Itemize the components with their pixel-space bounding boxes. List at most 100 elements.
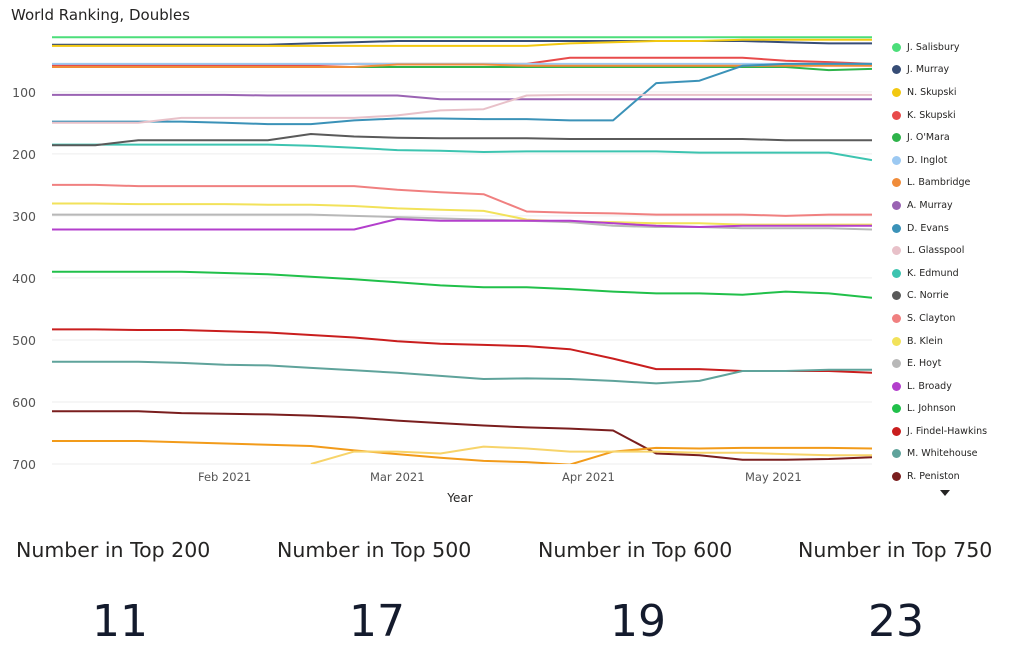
legend-item[interactable]: J. O'Mara — [892, 126, 1020, 149]
kpi-value: 23 — [868, 596, 924, 647]
y-tick-label: 300 — [12, 209, 36, 224]
legend-item[interactable]: D. Evans — [892, 217, 1020, 240]
legend-item[interactable]: J. Salisbury — [892, 36, 1020, 59]
legend-item[interactable]: S. Clayton — [892, 307, 1020, 330]
kpi-value: 19 — [610, 596, 666, 647]
legend-item[interactable]: N. Skupski — [892, 81, 1020, 104]
legend-item[interactable]: J. Murray — [892, 59, 1020, 82]
kpi-label: Number in Top 500 — [277, 538, 472, 562]
x-axis-title: Year — [446, 491, 472, 505]
series-line — [52, 40, 872, 46]
legend-label: L. Bambridge — [907, 177, 971, 189]
legend-item[interactable]: D. Inglot — [892, 149, 1020, 172]
legend-item[interactable]: C. Norrie — [892, 285, 1020, 308]
legend-label: J. Salisbury — [907, 41, 960, 53]
legend-label: S. Clayton — [907, 312, 956, 324]
y-tick-label: 600 — [12, 395, 36, 410]
series-line — [52, 328, 872, 374]
legend-item[interactable]: R. Peniston — [892, 465, 1020, 488]
legend-marker-icon — [892, 223, 901, 233]
kpi-label: Number in Top 200 — [16, 538, 211, 562]
legend-label: J. O'Mara — [907, 132, 950, 144]
series-line — [52, 213, 872, 231]
legend-item[interactable]: L. Glasspool — [892, 239, 1020, 262]
series-line — [52, 63, 872, 68]
x-tick-label: Feb 2021 — [198, 470, 251, 484]
legend-label: C. Norrie — [907, 290, 949, 302]
legend-label: L. Glasspool — [907, 245, 965, 257]
gridlines — [52, 91, 872, 465]
x-tick-label: Apr 2021 — [562, 470, 615, 484]
legend-label: K. Edmund — [907, 267, 959, 279]
kpi-label: Number in Top 600 — [538, 538, 733, 562]
legend-label: A. Murray — [907, 199, 953, 211]
legend-marker-icon — [892, 65, 901, 75]
legend-marker-icon — [892, 42, 901, 52]
legend-label: J. Murray — [907, 64, 950, 76]
legend-label: L. Johnson — [907, 403, 956, 415]
legend-item[interactable]: L. Bambridge — [892, 172, 1020, 195]
legend-item[interactable]: M. Whitehouse — [892, 443, 1020, 466]
series-line — [52, 202, 872, 226]
caret-down-icon[interactable] — [940, 490, 950, 496]
legend-label: B. Klein — [907, 335, 943, 347]
kpi-card-top-600: Number in Top 600 19 — [538, 538, 794, 647]
x-tick-label: Mar 2021 — [370, 470, 425, 484]
series-line — [52, 270, 872, 299]
legend-marker-icon — [892, 359, 901, 369]
legend-marker-icon — [892, 178, 901, 188]
y-tick-label: 500 — [12, 333, 36, 348]
series-line — [52, 93, 872, 101]
kpi-label: Number in Top 750 — [798, 538, 993, 562]
kpi-card-top-750: Number in Top 750 23 — [798, 538, 1024, 647]
chart-title: World Ranking, Doubles — [11, 6, 190, 24]
kpi-value: 11 — [92, 596, 148, 647]
legend-label: K. Skupski — [907, 109, 956, 121]
axes: 100 200 300 400 500 600 700 Feb 2021 Mar 2021 Apr… — [12, 85, 802, 505]
kpi-card-top-500: Number in Top 500 17 — [277, 538, 533, 647]
legend-marker-icon — [892, 449, 901, 459]
series-line — [52, 218, 872, 231]
legend-item[interactable]: A. Murray — [892, 194, 1020, 217]
legend-marker-icon — [892, 426, 901, 436]
legend-label: L. Broady — [907, 380, 952, 392]
y-tick-label: 200 — [12, 147, 36, 162]
y-tick-label: 100 — [12, 85, 36, 100]
legend-marker-icon — [892, 336, 901, 346]
legend-marker-icon — [892, 87, 901, 97]
series-line — [52, 410, 872, 461]
legend-marker-icon — [892, 246, 901, 256]
series-line — [52, 360, 872, 385]
legend-item[interactable]: K. Edmund — [892, 262, 1020, 285]
legend-label: J. Findel-Hawkins — [907, 425, 988, 437]
legend-marker-icon — [892, 313, 901, 323]
legend-marker-icon — [892, 268, 901, 278]
legend-item[interactable]: L. Broady — [892, 375, 1020, 398]
series-line — [52, 440, 872, 464]
series-lines — [52, 36, 872, 464]
legend-marker-icon — [892, 110, 901, 120]
legend-marker-icon — [892, 291, 901, 301]
legend-item[interactable]: L. Johnson — [892, 398, 1020, 421]
legend-item[interactable]: B. Klein — [892, 330, 1020, 353]
y-tick-label: 700 — [12, 457, 36, 472]
legend-label: E. Hoyt — [907, 358, 942, 370]
legend-label: D. Evans — [907, 222, 949, 234]
series-line — [52, 183, 872, 217]
kpi-value: 17 — [349, 596, 405, 647]
legend-label: N. Skupski — [907, 86, 957, 98]
x-tick-label: May 2021 — [745, 470, 802, 484]
series-line — [52, 143, 872, 162]
legend-item[interactable]: E. Hoyt — [892, 352, 1020, 375]
legend-marker-icon — [892, 155, 901, 165]
legend: J. Salisbury J. Murray N. Skupski K. Skupsk… — [892, 36, 1020, 488]
legend-marker-icon — [892, 472, 901, 482]
legend-label: D. Inglot — [907, 154, 948, 166]
legend-item[interactable]: K. Skupski — [892, 104, 1020, 127]
series-line — [52, 38, 872, 47]
series-line — [52, 62, 872, 126]
legend-item[interactable]: J. Findel-Hawkins — [892, 420, 1020, 443]
series-line — [52, 133, 872, 147]
legend-label: M. Whitehouse — [907, 448, 978, 460]
legend-marker-icon — [892, 200, 901, 210]
